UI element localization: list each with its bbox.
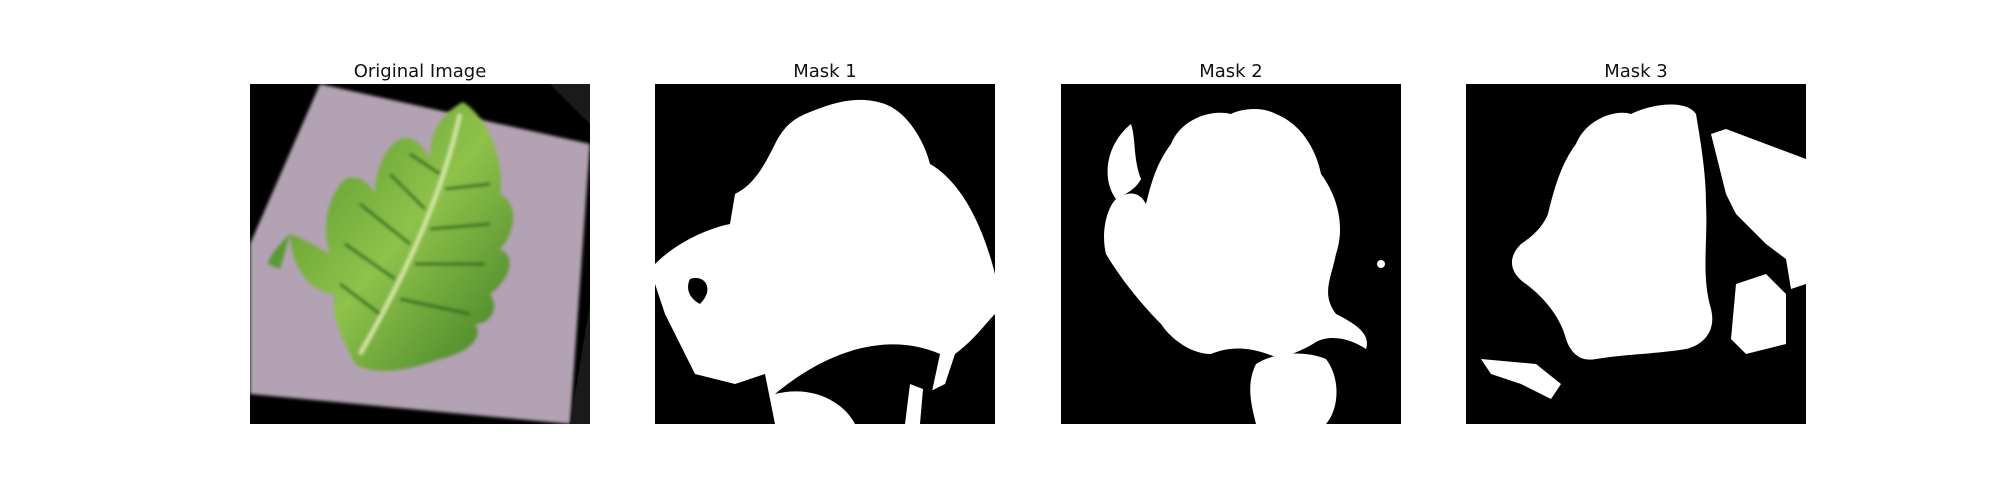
panel-title: Original Image bbox=[353, 61, 487, 82]
panel-title: Mask 3 bbox=[1604, 61, 1668, 82]
mask-region bbox=[655, 99, 995, 424]
panel-title: Mask 2 bbox=[1199, 61, 1263, 82]
panel-mask-1: Mask 1 bbox=[655, 60, 995, 424]
mask-region bbox=[1511, 104, 1713, 360]
mask-1-image bbox=[655, 84, 995, 424]
mask-2-image bbox=[1061, 84, 1401, 424]
leaf bbox=[268, 102, 514, 371]
panel-mask-3: Mask 3 bbox=[1466, 60, 1806, 424]
panel-original-image: Original Image bbox=[250, 60, 590, 424]
panel-mask-2: Mask 2 bbox=[1061, 60, 1401, 424]
mask-3-image bbox=[1466, 84, 1806, 424]
mask-region bbox=[1104, 109, 1367, 359]
original-image bbox=[250, 84, 590, 424]
panel-title: Mask 1 bbox=[793, 61, 857, 82]
